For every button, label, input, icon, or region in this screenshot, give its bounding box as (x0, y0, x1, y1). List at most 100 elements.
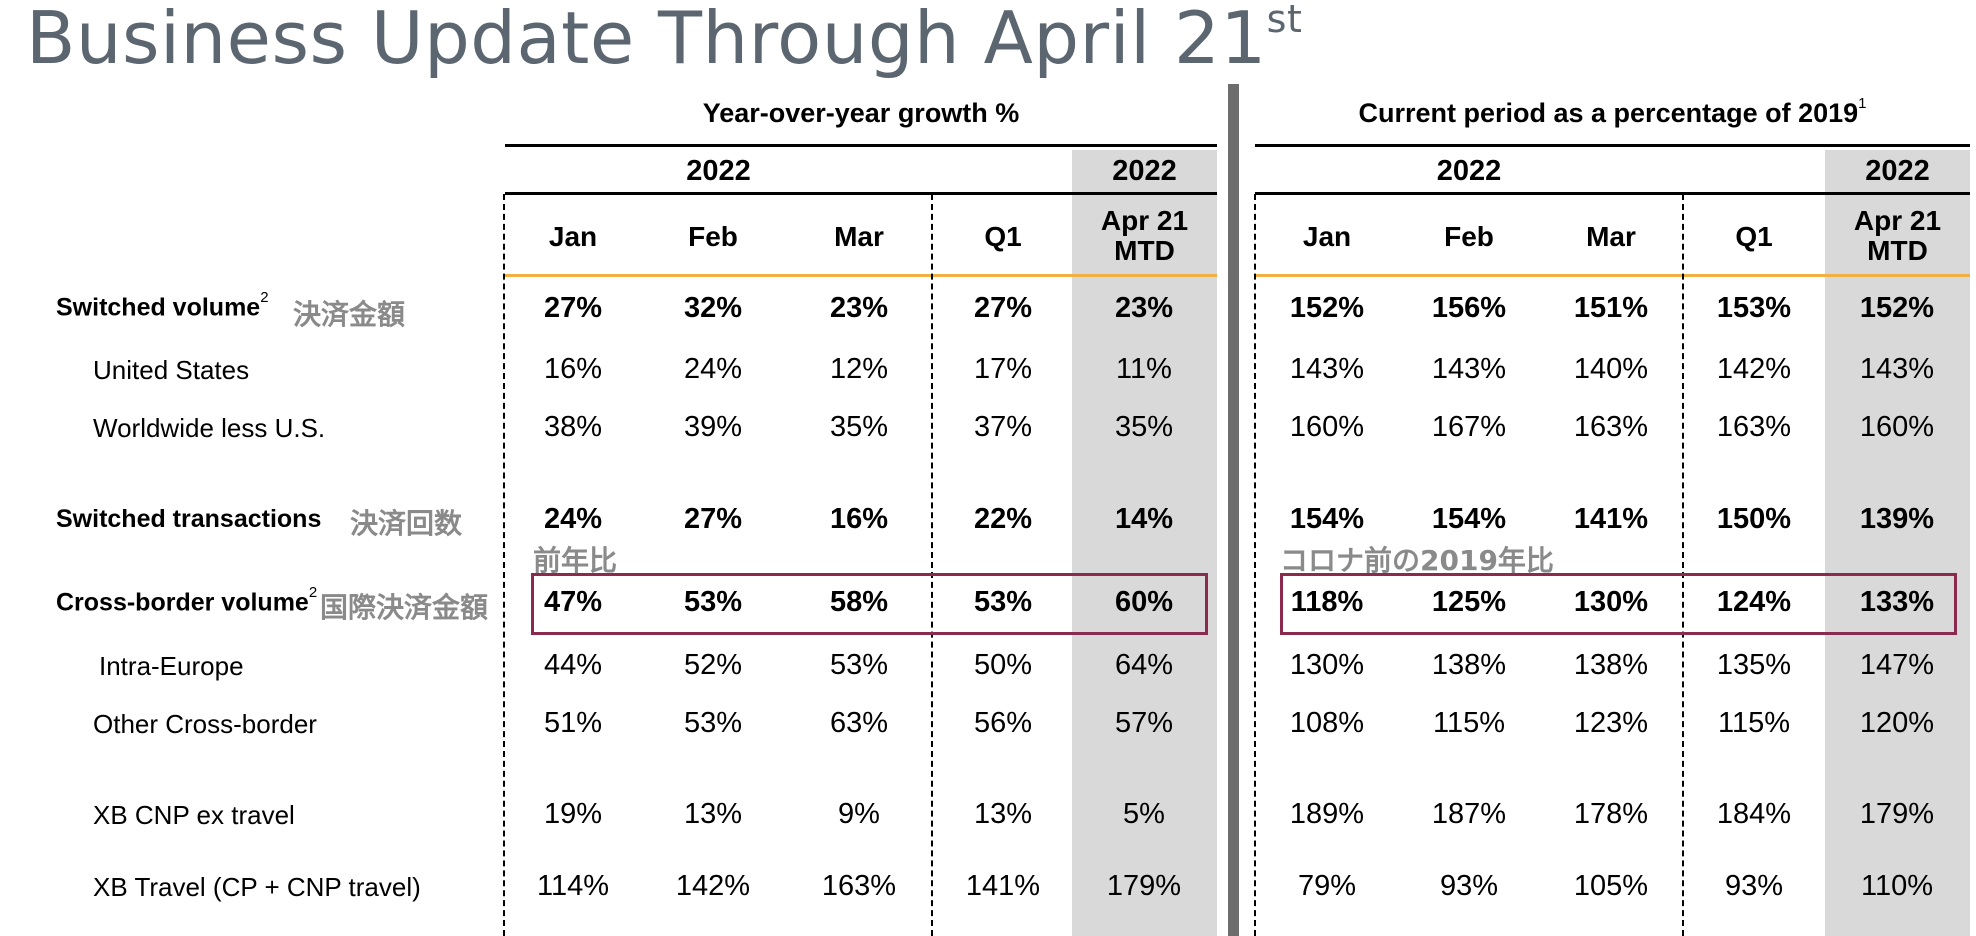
cell-2019-r5-q1: 135% (1716, 649, 1792, 681)
cell-2019-r3-jan: 154% (1289, 503, 1365, 535)
cell-yoy-r5-jan: 44% (543, 649, 603, 681)
cell-yoy-r1-q1: 17% (973, 353, 1033, 385)
cell-2019-r8-mtd: 110% (1860, 870, 1934, 902)
cell-yoy-r3-mtd: 14% (1114, 503, 1174, 535)
right-mtd-shade (1825, 150, 1970, 936)
jp-label-switched-volume: 決済金額 (293, 298, 406, 331)
cell-2019-r1-mar: 140% (1573, 353, 1649, 385)
row-label-xb-cnp-ex-travel: XB CNP ex travel (93, 800, 295, 830)
right-col-mar: Mar (1586, 221, 1636, 252)
cell-2019-r8-mar: 105% (1573, 870, 1649, 902)
cell-yoy-r0-mar: 23% (829, 292, 889, 324)
left-dash-start (503, 194, 505, 936)
cell-2019-r0-mar: 151% (1573, 292, 1649, 324)
cell-2019-r2-mtd: 160% (1859, 411, 1935, 443)
cell-yoy-r7-mtd: 5% (1123, 798, 1165, 830)
left-col-q1: Q1 (984, 221, 1022, 252)
cell-2019-r4-jan: 118% (1290, 586, 1364, 618)
left-header-rule (505, 144, 1217, 147)
cell-2019-r4-mar: 130% (1573, 586, 1649, 618)
cell-2019-r7-mtd: 179% (1859, 798, 1935, 830)
cell-2019-r8-jan: 79% (1297, 870, 1357, 902)
left-crossborder-highlight (531, 573, 1208, 635)
cell-2019-r1-jan: 143% (1289, 353, 1365, 385)
right-year-2022-mtd: 2022 (1865, 155, 1930, 187)
cell-2019-r5-mtd: 147% (1859, 649, 1935, 681)
cell-2019-r3-mar: 141% (1573, 503, 1649, 535)
cell-yoy-r5-mtd: 64% (1114, 649, 1174, 681)
page-title: Business Update Through April 21st (26, 0, 1303, 80)
cell-yoy-r7-q1: 13% (973, 798, 1033, 830)
cell-yoy-r4-mtd: 60% (1114, 586, 1174, 618)
cell-yoy-r8-q1: 141% (965, 870, 1041, 902)
left-col-mar: Mar (834, 221, 884, 252)
cell-yoy-r6-q1: 56% (973, 707, 1033, 739)
cell-2019-r7-q1: 184% (1716, 798, 1792, 830)
left-col-feb: Feb (688, 221, 738, 252)
cell-yoy-r5-mar: 53% (829, 649, 889, 681)
cell-2019-r7-jan: 189% (1289, 798, 1365, 830)
cell-yoy-r6-feb: 53% (683, 707, 743, 739)
cell-2019-r8-feb: 93% (1439, 870, 1499, 902)
cell-yoy-r2-jan: 38% (543, 411, 603, 443)
cell-yoy-r2-feb: 39% (683, 411, 743, 443)
left-col-mtd: Apr 21 MTD (1100, 205, 1189, 266)
cell-yoy-r4-mar: 58% (829, 586, 889, 618)
left-year-rule (505, 192, 1217, 195)
row-label-switched-volume: Switched volume2 (56, 289, 269, 322)
cell-2019-r5-feb: 138% (1431, 649, 1507, 681)
cell-yoy-r8-mtd: 179% (1106, 870, 1182, 902)
cell-2019-r4-mtd: 133% (1859, 586, 1935, 618)
cell-yoy-r2-mar: 35% (829, 411, 889, 443)
row-label-switched-transactions: Switched transactions (56, 505, 322, 533)
cell-2019-r0-jan: 152% (1289, 292, 1365, 324)
row-label-united-states: United States (93, 355, 250, 385)
cell-2019-r6-mar: 123% (1573, 707, 1649, 739)
cell-2019-r5-jan: 130% (1289, 649, 1365, 681)
cell-2019-r2-jan: 160% (1289, 411, 1365, 443)
cell-2019-r0-q1: 153% (1716, 292, 1792, 324)
cell-yoy-r0-jan: 27% (543, 292, 603, 324)
cell-yoy-r3-mar: 16% (829, 503, 889, 535)
cell-yoy-r5-feb: 52% (683, 649, 743, 681)
row-label-xb-travel: XB Travel (CP + CNP travel) (93, 872, 421, 902)
cell-yoy-r8-mar: 163% (821, 870, 897, 902)
cell-yoy-r0-q1: 27% (973, 292, 1033, 324)
cell-yoy-r7-mar: 9% (838, 798, 880, 830)
cell-yoy-r2-q1: 37% (973, 411, 1033, 443)
left-col-jan: Jan (548, 221, 598, 252)
cell-yoy-r8-jan: 114% (536, 870, 610, 902)
cell-2019-r6-q1: 115% (1717, 707, 1791, 739)
row-label-other-cross-border: Other Cross-border (93, 709, 317, 739)
cell-yoy-r0-mtd: 23% (1114, 292, 1174, 324)
cell-yoy-r7-jan: 19% (543, 798, 603, 830)
jp-label-cross-border-volume: 国際決済金額 (320, 591, 489, 624)
right-col-feb: Feb (1444, 221, 1494, 252)
cell-yoy-r1-feb: 24% (683, 353, 743, 385)
left-header-accent (505, 274, 1217, 277)
cell-2019-r6-jan: 108% (1289, 707, 1365, 739)
panel-divider (1228, 84, 1239, 936)
right-year-2022: 2022 (1436, 155, 1502, 187)
cell-2019-r3-mtd: 139% (1859, 503, 1935, 535)
cell-yoy-r6-jan: 51% (543, 707, 603, 739)
row-label-worldwide-less-us: Worldwide less U.S. (93, 413, 326, 443)
cell-2019-r4-q1: 124% (1716, 586, 1792, 618)
right-dash-start (1254, 194, 1256, 936)
right-panel-header: Current period as a percentage of 20191 (1358, 95, 1867, 128)
cell-2019-r1-mtd: 143% (1859, 353, 1935, 385)
cell-2019-r3-q1: 150% (1716, 503, 1792, 535)
cell-2019-r8-q1: 93% (1724, 870, 1784, 902)
cell-yoy-r1-jan: 16% (543, 353, 603, 385)
right-year-rule (1255, 192, 1970, 195)
cell-yoy-r7-feb: 13% (683, 798, 743, 830)
cell-yoy-r3-feb: 27% (683, 503, 743, 535)
cell-yoy-r3-jan: 24% (543, 503, 603, 535)
cell-yoy-r8-feb: 142% (675, 870, 751, 902)
cell-2019-r3-feb: 154% (1431, 503, 1507, 535)
cell-2019-r0-mtd: 152% (1859, 292, 1935, 324)
right-col-jan: Jan (1302, 221, 1352, 252)
cell-yoy-r4-jan: 47% (543, 586, 603, 618)
cell-yoy-r1-mtd: 11% (1116, 353, 1172, 385)
left-mtd-shade (1072, 150, 1217, 936)
